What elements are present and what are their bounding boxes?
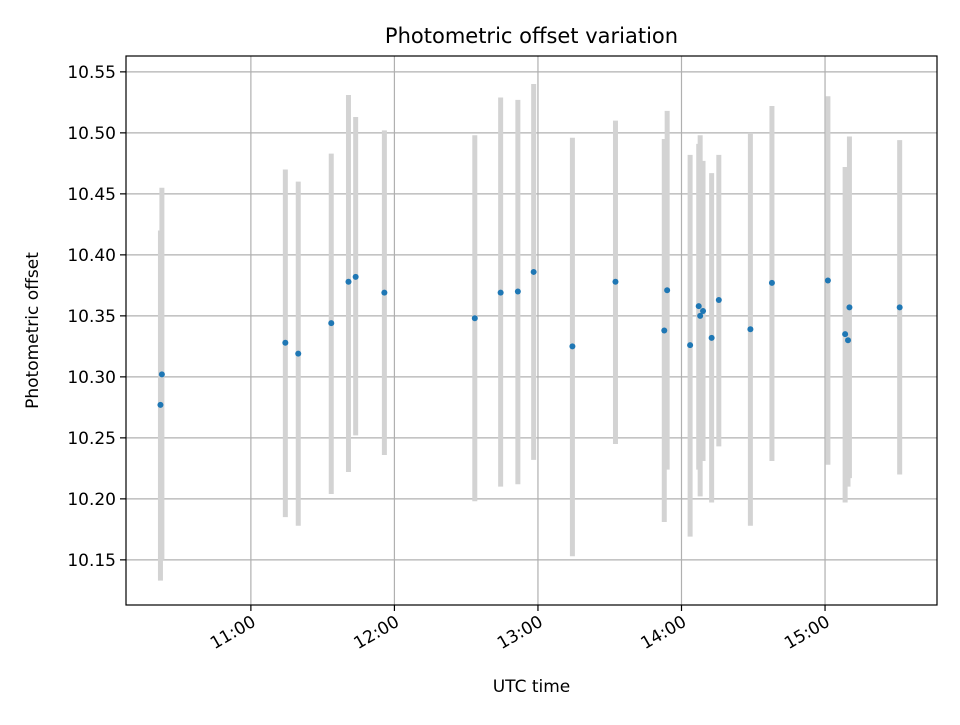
data-point — [687, 342, 694, 349]
y-tick-label: 10.50 — [67, 124, 116, 144]
data-point — [697, 312, 704, 319]
data-point — [497, 289, 504, 296]
y-tick-label: 10.15 — [67, 551, 116, 571]
y-tick-label: 10.55 — [67, 63, 116, 83]
data-point — [661, 327, 668, 334]
y-tick-label: 10.30 — [67, 368, 116, 388]
data-point — [715, 297, 722, 303]
data-point — [157, 401, 164, 408]
x-tick-label: 11:00 — [207, 612, 259, 654]
data-point — [708, 334, 715, 341]
data-point — [569, 343, 576, 350]
y-tick-label: 10.40 — [67, 246, 116, 266]
data-point — [345, 278, 352, 285]
data-point — [700, 307, 707, 314]
x-axis-ticks: 11:00 12:00 13:00 14:00 15:00 — [207, 605, 834, 654]
data-point — [664, 287, 671, 294]
plot-area-frame — [125, 55, 938, 606]
y-tick-label: 10.20 — [67, 490, 116, 510]
y-axis-ticks: 10.15 10.20 10.25 10.30 10.35 10.40 10.45 10.50… — [67, 63, 126, 571]
data-points — [157, 268, 903, 408]
y-tick-label: 10.25 — [67, 429, 116, 449]
x-axis-label: UTC time — [493, 677, 571, 697]
data-point — [768, 279, 775, 286]
y-tick-label: 10.45 — [67, 185, 116, 205]
data-point — [352, 273, 359, 280]
data-point — [381, 289, 388, 296]
chart-title: Photometric offset variation — [385, 24, 678, 48]
data-point — [747, 326, 754, 333]
y-tick-label: 10.35 — [67, 307, 116, 327]
error-bars — [157, 84, 903, 581]
x-tick-label: 12:00 — [350, 612, 402, 654]
data-point — [896, 304, 903, 311]
data-point — [530, 268, 537, 275]
data-point — [295, 350, 302, 357]
data-point — [846, 304, 853, 311]
y-axis-label: Photometric offset — [23, 252, 43, 409]
data-point — [158, 371, 165, 378]
data-point — [842, 331, 849, 338]
data-point — [612, 278, 619, 285]
data-point — [514, 288, 521, 295]
data-point — [328, 320, 335, 327]
data-point — [824, 277, 831, 284]
data-point — [695, 303, 702, 310]
x-tick-label: 15:00 — [781, 612, 833, 654]
x-tick-label: 14:00 — [638, 612, 690, 654]
data-point — [845, 337, 852, 344]
data-point — [282, 339, 289, 346]
x-tick-label: 13:00 — [494, 612, 546, 654]
data-point — [471, 315, 478, 322]
